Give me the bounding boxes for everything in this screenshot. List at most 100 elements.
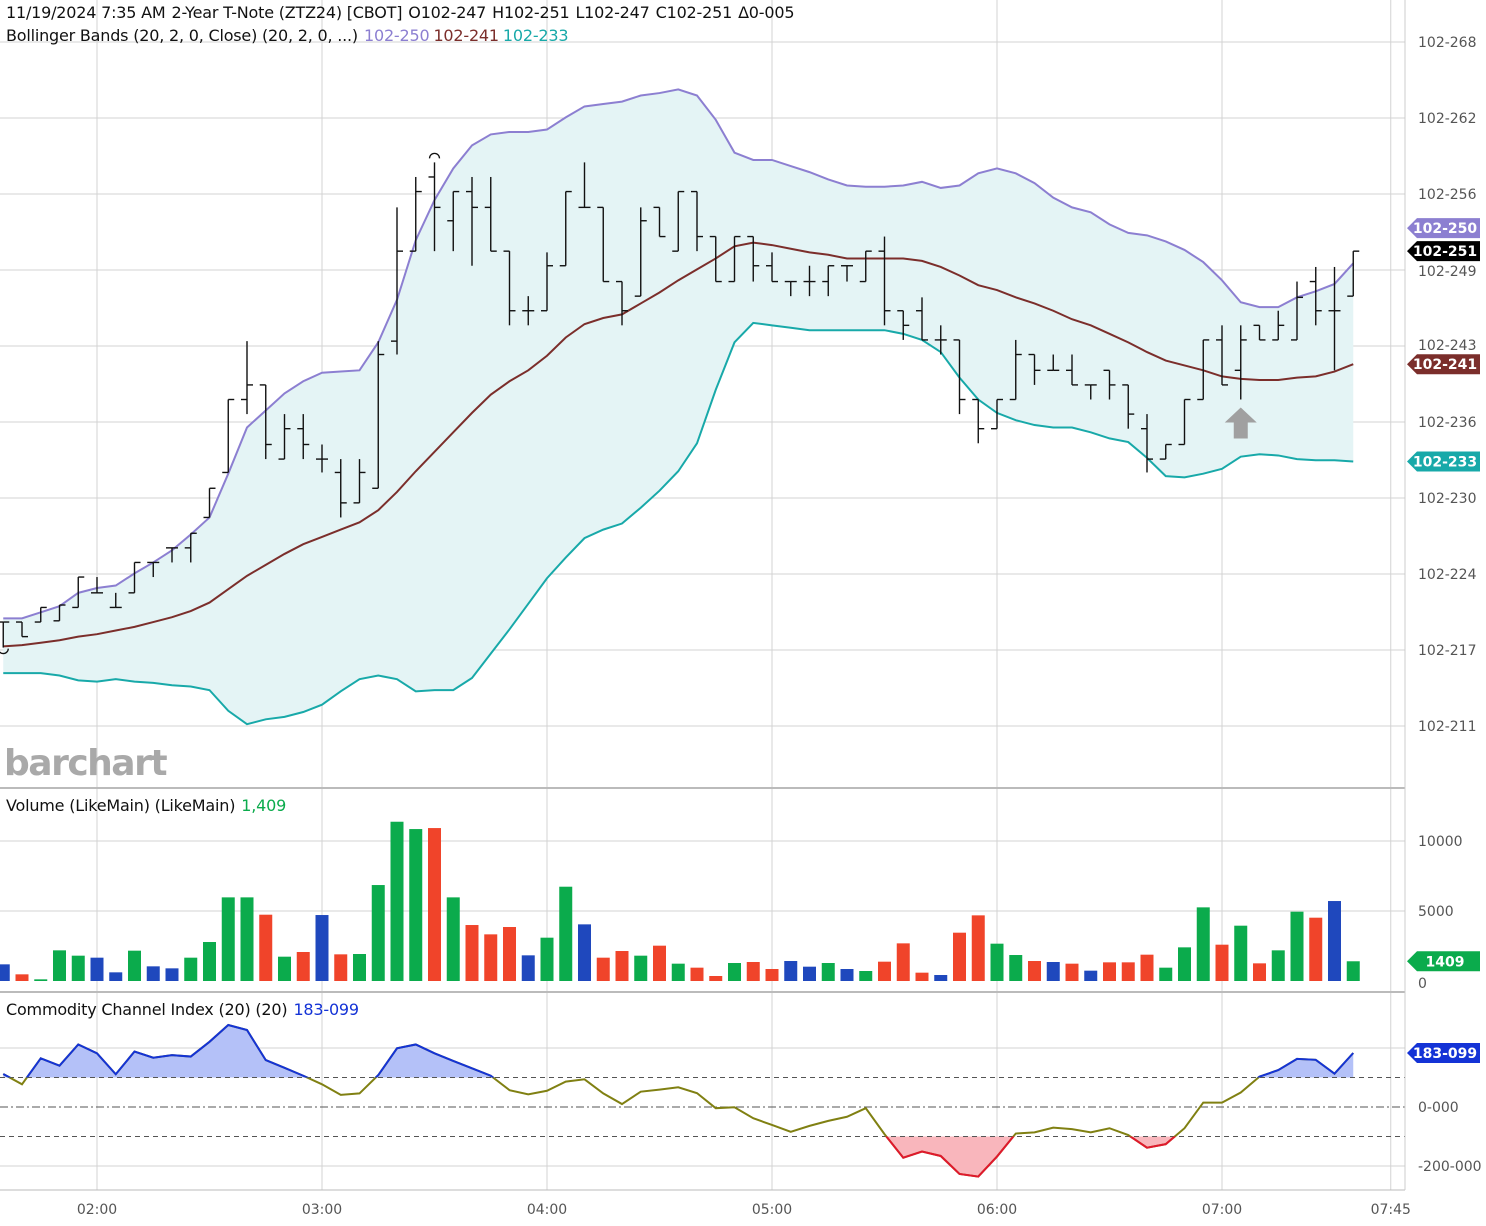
time-tick-label: 02:00 — [77, 1202, 117, 1218]
volume-bar — [803, 966, 816, 981]
bollinger-label[interactable]: Bollinger Bands (20, 2, 0, Close) (20, 2… — [6, 26, 358, 45]
volume-bar — [315, 915, 329, 981]
ohlc-bar — [672, 190, 685, 252]
quote-change: Δ0-005 — [738, 3, 795, 22]
volume-bar — [484, 934, 498, 981]
ohlc-bar — [1122, 384, 1135, 429]
ohlc-bar — [747, 235, 760, 282]
volume-bar — [1346, 961, 1360, 981]
ohlc-bar — [34, 606, 47, 623]
cci-tag-shape — [1407, 1042, 1480, 1063]
ohlc-bar — [1272, 310, 1285, 341]
ohlc-bar — [897, 310, 910, 340]
cci-legend: Commodity Channel Index (20) (20) 183-099 — [6, 1000, 365, 1019]
lower-band-tag-shape — [1407, 451, 1480, 472]
volume-bar — [1290, 911, 1304, 981]
volume-bar — [278, 956, 291, 981]
ohlc-bar — [409, 176, 422, 252]
bollinger-lower-line — [3, 321, 1354, 726]
price-tick-label: 102-217 — [1418, 643, 1477, 659]
ohlc-bar — [803, 265, 816, 297]
volume-bar — [390, 821, 404, 981]
volume-bar — [653, 945, 666, 981]
ohlc-bar — [578, 162, 591, 209]
time-tick-label: 05:00 — [752, 1202, 792, 1218]
volume-bar — [728, 963, 741, 981]
ohlc-bar — [1216, 325, 1228, 386]
ohlc-bar — [616, 280, 628, 326]
volume-bar — [128, 950, 141, 981]
last-price-tag-text: 102-251 — [1413, 244, 1477, 260]
last-price-tag-shape — [1407, 241, 1480, 262]
ohlc-bar — [1234, 325, 1247, 400]
volume-bar — [1309, 917, 1323, 981]
ohlc-bar — [53, 604, 66, 622]
ohlc-bar — [634, 207, 647, 297]
volume-bar — [746, 962, 760, 981]
ohlc-bar — [822, 265, 835, 297]
volume-bar — [1271, 950, 1285, 981]
ohlc-bar — [597, 206, 610, 283]
ohlc-bar — [278, 414, 291, 460]
volume-bar — [465, 925, 479, 981]
volume-bar — [578, 924, 591, 981]
instrument-name[interactable]: 2-Year T-Note (ZTZ24) [CBOT] — [171, 3, 403, 22]
volume-tag-text: 1409 — [1426, 954, 1465, 970]
lower-band-tag: 102-233 — [1407, 451, 1480, 472]
cci-label[interactable]: Commodity Channel Index (20) (20) — [6, 1000, 288, 1019]
quote-datetime: 11/19/2024 7:35 AM — [6, 3, 166, 22]
price-tick-label: 102-230 — [1418, 491, 1477, 507]
cci-tag: 183-099 — [1407, 1042, 1480, 1063]
price-tick-label: 102-249 — [1418, 264, 1477, 280]
ohlc-bar — [241, 341, 253, 415]
volume-bar — [896, 943, 910, 981]
bollinger-legend: Bollinger Bands (20, 2, 0, Close) (20, 2… — [6, 26, 574, 45]
volume-label[interactable]: Volume (LikeMain) (LikeMain) — [6, 796, 236, 815]
volume-bar — [296, 952, 310, 981]
ohlc-bar — [1066, 354, 1078, 386]
ohlc-bar — [128, 561, 141, 594]
bollinger-middle-line — [3, 241, 1354, 648]
ohlc-bar — [428, 162, 441, 252]
volume-bar — [259, 914, 273, 981]
middle-band-tag-shape — [1407, 354, 1480, 375]
volume-bar — [203, 942, 216, 981]
ohlc-bar — [109, 592, 122, 609]
volume-bar — [859, 971, 873, 981]
volume-bar — [1084, 970, 1098, 981]
barchart-logo: barchart — [4, 743, 167, 784]
volume-bar — [1065, 963, 1079, 981]
arc-bottom-icon — [0, 648, 9, 655]
arrow-up-icon — [1224, 407, 1257, 439]
time-tick-label: 06:00 — [977, 1202, 1017, 1218]
volume-bar — [1178, 947, 1191, 981]
ohlc-bar — [859, 250, 872, 283]
ohlc-bar — [1328, 266, 1341, 371]
volume-bar — [184, 957, 198, 981]
bollinger-lower-value: 102-233 — [502, 26, 569, 45]
volume-bar — [1009, 955, 1023, 981]
ohlc-bar — [522, 296, 535, 326]
volume-bar — [990, 943, 1004, 981]
last-value-tags: 102-250 102-251 102-241 102-233 1409 183-099 — [1407, 218, 1480, 1063]
ohlc-bar — [653, 206, 666, 238]
ohlc-bar — [1028, 353, 1041, 385]
ohlc-bar — [466, 176, 478, 266]
volume-bar — [971, 915, 985, 981]
ohlc-bar — [147, 561, 160, 578]
ohlc-bar — [1159, 443, 1172, 460]
volume-bar — [165, 968, 179, 981]
cci-line-overbought — [2, 1023, 1354, 1078]
ohlc-bar — [16, 621, 28, 638]
ohlc-bar — [1084, 384, 1097, 400]
ohlc-bar — [503, 250, 516, 326]
price-bars — [0, 162, 1360, 648]
ohlc-bar — [1197, 339, 1210, 401]
volume-bar — [915, 972, 929, 981]
ohlc-bar — [916, 297, 928, 341]
ohlc-bar — [1141, 414, 1153, 473]
quote-low: L102-247 — [575, 3, 650, 22]
ohlc-bar — [1103, 369, 1116, 400]
ohlc-bar — [841, 265, 853, 282]
